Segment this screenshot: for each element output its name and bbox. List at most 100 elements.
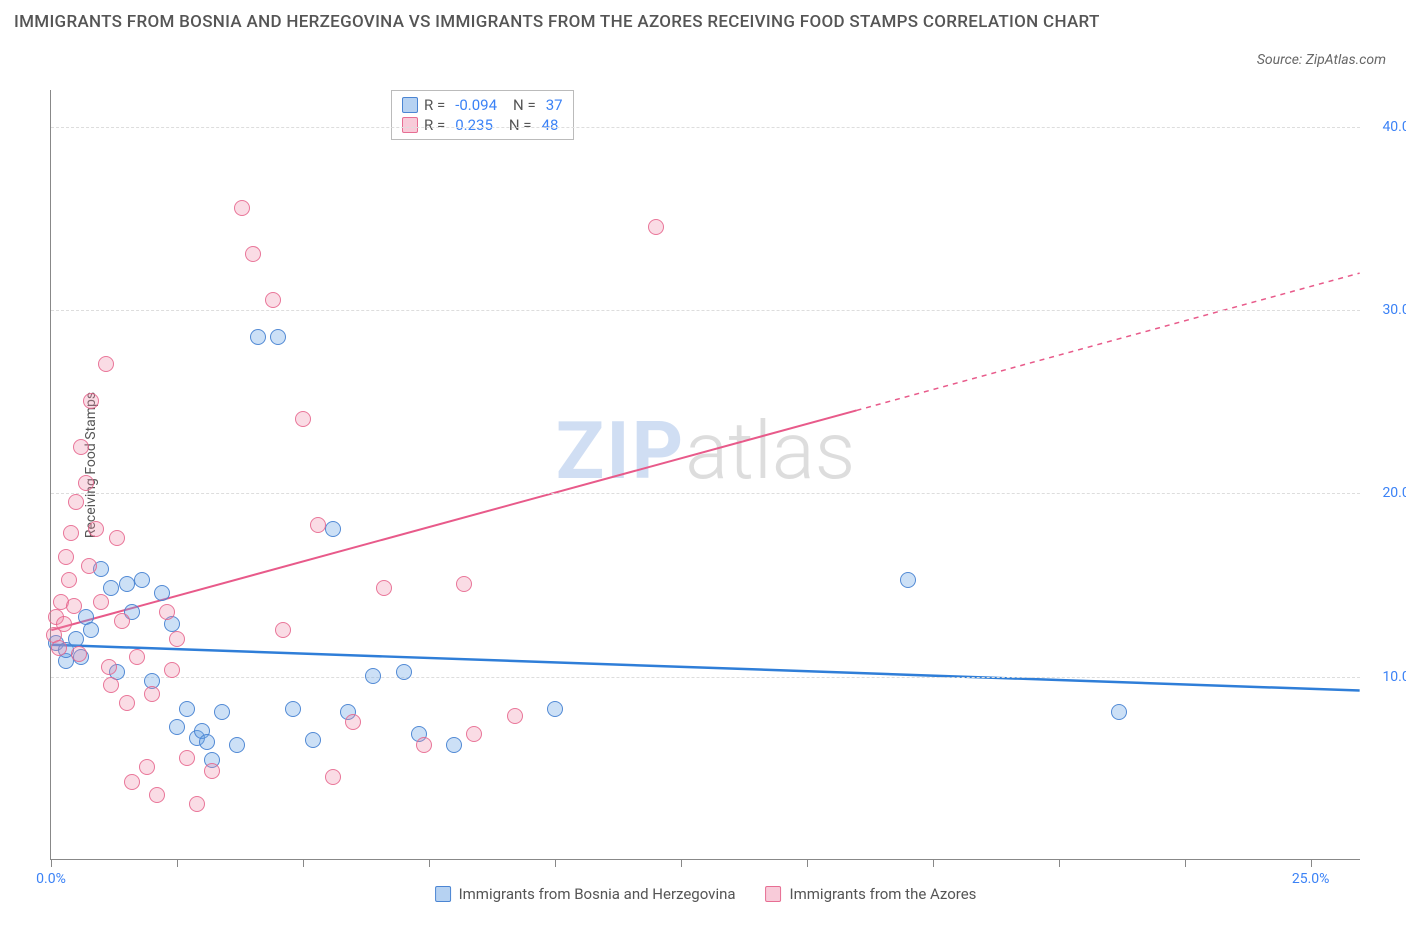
chart-plot-area: ZIPatlas R = -0.094 N = 37 R = 0.235 N =… <box>50 90 1360 860</box>
scatter-point-pink <box>466 726 482 742</box>
x-tick <box>807 859 808 867</box>
swatch-blue-icon <box>435 886 451 902</box>
x-tick <box>429 859 430 867</box>
y-tick-label: 30.0% <box>1382 302 1406 318</box>
source-attribution: Source: ZipAtlas.com <box>1257 52 1386 68</box>
r-value-blue: -0.094 <box>455 96 497 114</box>
scatter-point-pink <box>103 677 119 693</box>
scatter-point-blue <box>900 572 916 588</box>
gridline-horizontal <box>51 493 1360 494</box>
legend-label-pink: Immigrants from the Azores <box>790 885 977 903</box>
scatter-point-pink <box>507 708 523 724</box>
scatter-point-pink <box>66 598 82 614</box>
r-label: R = <box>424 96 445 114</box>
legend-row-pink: R = 0.235 N = 48 <box>402 115 563 135</box>
scatter-point-pink <box>456 576 472 592</box>
swatch-blue-icon <box>402 97 418 113</box>
x-tick <box>51 859 52 867</box>
r-label: R = <box>424 116 445 134</box>
scatter-point-blue <box>199 734 215 750</box>
scatter-point-pink <box>73 439 89 455</box>
chart-title: IMMIGRANTS FROM BOSNIA AND HERZEGOVINA V… <box>14 10 1146 36</box>
scatter-point-pink <box>648 219 664 235</box>
correlation-legend: R = -0.094 N = 37 R = 0.235 N = 48 <box>391 90 574 140</box>
n-label: N = <box>509 116 532 134</box>
scatter-point-blue <box>250 329 266 345</box>
watermark: ZIPatlas <box>556 404 856 498</box>
scatter-point-blue <box>68 631 84 647</box>
series-legend: Immigrants from Bosnia and Herzegovina I… <box>435 885 977 903</box>
scatter-point-blue <box>134 572 150 588</box>
x-tick <box>1185 859 1186 867</box>
scatter-point-pink <box>204 763 220 779</box>
scatter-point-pink <box>376 580 392 596</box>
scatter-point-pink <box>310 517 326 533</box>
scatter-point-pink <box>61 572 77 588</box>
x-tick <box>681 859 682 867</box>
scatter-point-pink <box>169 631 185 647</box>
x-tick <box>1311 859 1312 867</box>
y-tick-label: 40.0% <box>1382 119 1406 135</box>
scatter-point-pink <box>189 796 205 812</box>
x-tick-label: 0.0% <box>36 871 66 887</box>
scatter-point-pink <box>129 649 145 665</box>
scatter-point-blue <box>285 701 301 717</box>
gridline-horizontal <box>51 677 1360 678</box>
scatter-point-pink <box>139 759 155 775</box>
scatter-point-blue <box>325 521 341 537</box>
scatter-point-blue <box>119 576 135 592</box>
scatter-point-pink <box>275 622 291 638</box>
scatter-point-pink <box>345 714 361 730</box>
x-tick <box>933 859 934 867</box>
watermark-atlas: atlas <box>685 404 855 498</box>
scatter-point-blue <box>396 664 412 680</box>
y-tick-label: 10.0% <box>1382 669 1406 685</box>
source-prefix: Source: <box>1257 52 1306 68</box>
legend-item-blue: Immigrants from Bosnia and Herzegovina <box>435 885 736 903</box>
scatter-point-pink <box>265 292 281 308</box>
gridline-horizontal <box>51 127 1360 128</box>
source-site: ZipAtlas.com <box>1306 52 1386 68</box>
scatter-point-pink <box>234 200 250 216</box>
scatter-point-pink <box>68 494 84 510</box>
swatch-pink-icon <box>766 886 782 902</box>
scatter-point-pink <box>159 604 175 620</box>
scatter-point-pink <box>78 475 94 491</box>
n-value-blue: 37 <box>546 96 563 114</box>
scatter-point-pink <box>81 558 97 574</box>
scatter-point-pink <box>51 640 67 656</box>
swatch-pink-icon <box>402 117 418 133</box>
scatter-point-blue <box>179 701 195 717</box>
scatter-point-pink <box>245 246 261 262</box>
scatter-point-pink <box>83 393 99 409</box>
scatter-point-blue <box>214 704 230 720</box>
scatter-point-pink <box>58 549 74 565</box>
scatter-point-pink <box>325 769 341 785</box>
watermark-zip: ZIP <box>556 404 686 498</box>
scatter-point-pink <box>71 646 87 662</box>
scatter-point-pink <box>144 686 160 702</box>
scatter-point-blue <box>547 701 563 717</box>
n-label: N = <box>513 96 536 114</box>
scatter-point-pink <box>149 787 165 803</box>
scatter-point-blue <box>270 329 286 345</box>
scatter-point-pink <box>101 659 117 675</box>
scatter-point-blue <box>154 585 170 601</box>
x-tick-label: 25.0% <box>1292 871 1330 887</box>
scatter-point-pink <box>56 616 72 632</box>
scatter-point-pink <box>114 613 130 629</box>
scatter-point-blue <box>305 732 321 748</box>
scatter-point-pink <box>295 411 311 427</box>
scatter-point-pink <box>88 521 104 537</box>
scatter-point-blue <box>229 737 245 753</box>
x-tick <box>303 859 304 867</box>
legend-item-pink: Immigrants from the Azores <box>766 885 977 903</box>
scatter-point-blue <box>103 580 119 596</box>
scatter-point-blue <box>83 622 99 638</box>
x-tick <box>555 859 556 867</box>
scatter-point-pink <box>109 530 125 546</box>
gridline-horizontal <box>51 310 1360 311</box>
legend-label-blue: Immigrants from Bosnia and Herzegovina <box>459 885 736 903</box>
scatter-point-pink <box>119 695 135 711</box>
legend-row-blue: R = -0.094 N = 37 <box>402 95 563 115</box>
